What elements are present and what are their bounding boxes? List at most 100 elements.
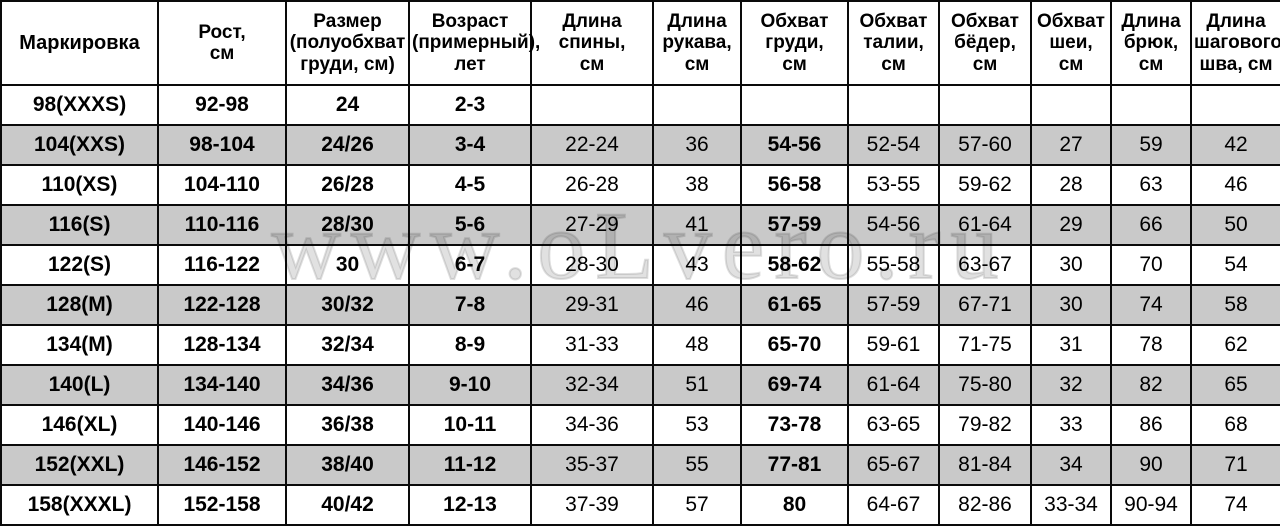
cell-size: 26/28	[285, 164, 410, 206]
cell-waist: 52-54	[847, 124, 940, 166]
cell-marking: 152(XXL)	[0, 444, 159, 486]
cell-trousers: 63	[1110, 164, 1192, 206]
cell-back_length: 22-24	[530, 124, 654, 166]
cell-sleeve: 41	[652, 204, 742, 246]
cell-neck: 28	[1030, 164, 1112, 206]
cell-marking: 158(XXXL)	[0, 484, 159, 526]
cell-height: 134-140	[157, 364, 287, 406]
cell-waist: 54-56	[847, 204, 940, 246]
cell-trousers: 90	[1110, 444, 1192, 486]
cell-waist: 53-55	[847, 164, 940, 206]
cell-hips: 57-60	[938, 124, 1032, 166]
cell-inseam: 54	[1190, 244, 1280, 286]
cell-chest: 58-62	[740, 244, 849, 286]
cell-waist: 55-58	[847, 244, 940, 286]
cell-sleeve: 57	[652, 484, 742, 526]
cell-back_length: 29-31	[530, 284, 654, 326]
cell-neck: 33	[1030, 404, 1112, 446]
cell-chest: 54-56	[740, 124, 849, 166]
cell-chest: 65-70	[740, 324, 849, 366]
cell-size: 24	[285, 84, 410, 126]
cell-height: 146-152	[157, 444, 287, 486]
cell-age: 2-3	[408, 84, 532, 126]
cell-sleeve: 46	[652, 284, 742, 326]
cell-age: 3-4	[408, 124, 532, 166]
cell-chest: 56-58	[740, 164, 849, 206]
column-header-back_length: Длина спины, см	[530, 0, 654, 86]
column-header-chest: Обхват груди, см	[740, 0, 849, 86]
cell-height: 104-110	[157, 164, 287, 206]
cell-marking: 122(S)	[0, 244, 159, 286]
cell-age: 8-9	[408, 324, 532, 366]
cell-back_length: 31-33	[530, 324, 654, 366]
table-row: 104(XXS) 98-104 24/26 3-4 22-24 36 54-56 52-54 5…	[0, 124, 1280, 166]
cell-neck: 31	[1030, 324, 1112, 366]
cell-size: 32/34	[285, 324, 410, 366]
cell-marking: 116(S)	[0, 204, 159, 246]
cell-trousers: 59	[1110, 124, 1192, 166]
cell-hips: 81-84	[938, 444, 1032, 486]
table-row: 134(M) 128-134 32/34 8-9 31-33 48 65-70 59-61 71…	[0, 324, 1280, 366]
cell-trousers: 70	[1110, 244, 1192, 286]
cell-marking: 98(XXXS)	[0, 84, 159, 126]
table-head: Маркировка Рост, см Размер (полуобхват груди,…	[0, 0, 1280, 86]
cell-hips: 79-82	[938, 404, 1032, 446]
cell-sleeve: 38	[652, 164, 742, 206]
cell-inseam	[1190, 84, 1280, 126]
table-row: 110(XS) 104-110 26/28 4-5 26-28 38 56-58 53-55 5…	[0, 164, 1280, 206]
cell-height: 140-146	[157, 404, 287, 446]
cell-height: 116-122	[157, 244, 287, 286]
cell-sleeve: 55	[652, 444, 742, 486]
cell-hips: 75-80	[938, 364, 1032, 406]
cell-hips: 71-75	[938, 324, 1032, 366]
cell-back_length: 34-36	[530, 404, 654, 446]
cell-marking: 104(XXS)	[0, 124, 159, 166]
table-body: 98(XXXS) 92-98 24 2-3 104(XXS) 98-104 24/26 3-4…	[0, 84, 1280, 526]
cell-age: 9-10	[408, 364, 532, 406]
table-header-row: Маркировка Рост, см Размер (полуобхват груди,…	[0, 0, 1280, 86]
cell-inseam: 50	[1190, 204, 1280, 246]
cell-waist: 59-61	[847, 324, 940, 366]
cell-size: 34/36	[285, 364, 410, 406]
cell-hips: 59-62	[938, 164, 1032, 206]
column-header-marking: Маркировка	[0, 0, 159, 86]
cell-age: 10-11	[408, 404, 532, 446]
cell-height: 92-98	[157, 84, 287, 126]
cell-age: 11-12	[408, 444, 532, 486]
cell-size: 28/30	[285, 204, 410, 246]
cell-age: 4-5	[408, 164, 532, 206]
cell-trousers: 86	[1110, 404, 1192, 446]
column-header-size: Размер (полуобхват груди, см)	[285, 0, 410, 86]
cell-inseam: 65	[1190, 364, 1280, 406]
cell-neck: 30	[1030, 244, 1112, 286]
column-header-inseam: Длина шагового шва, см	[1190, 0, 1280, 86]
cell-chest: 73-78	[740, 404, 849, 446]
cell-age: 7-8	[408, 284, 532, 326]
cell-hips: 82-86	[938, 484, 1032, 526]
cell-trousers: 82	[1110, 364, 1192, 406]
cell-chest: 57-59	[740, 204, 849, 246]
cell-sleeve: 53	[652, 404, 742, 446]
cell-inseam: 71	[1190, 444, 1280, 486]
cell-inseam: 74	[1190, 484, 1280, 526]
table-row: 146(XL) 140-146 36/38 10-11 34-36 53 73-78 63-6…	[0, 404, 1280, 446]
cell-hips	[938, 84, 1032, 126]
cell-neck: 33-34	[1030, 484, 1112, 526]
cell-hips: 67-71	[938, 284, 1032, 326]
cell-neck: 30	[1030, 284, 1112, 326]
cell-sleeve: 43	[652, 244, 742, 286]
table-row: 152(XXL) 146-152 38/40 11-12 35-37 55 77-81 65-…	[0, 444, 1280, 486]
cell-back_length	[530, 84, 654, 126]
cell-marking: 128(M)	[0, 284, 159, 326]
cell-age: 5-6	[408, 204, 532, 246]
cell-neck: 34	[1030, 444, 1112, 486]
cell-marking: 110(XS)	[0, 164, 159, 206]
cell-neck	[1030, 84, 1112, 126]
cell-age: 12-13	[408, 484, 532, 526]
cell-size: 30	[285, 244, 410, 286]
cell-height: 110-116	[157, 204, 287, 246]
cell-hips: 61-64	[938, 204, 1032, 246]
cell-neck: 27	[1030, 124, 1112, 166]
table-row: 140(L) 134-140 34/36 9-10 32-34 51 69-74 61-64 7…	[0, 364, 1280, 406]
